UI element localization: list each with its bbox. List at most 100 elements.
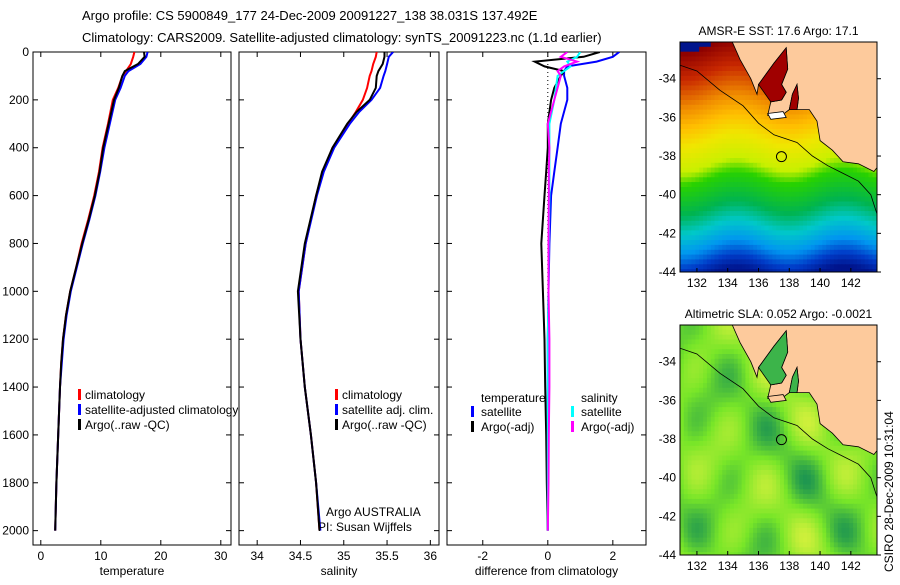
grid-cell <box>845 211 850 216</box>
grid-cell <box>684 475 689 480</box>
grid-cell <box>715 398 720 403</box>
grid-cell <box>715 518 720 523</box>
legend-label: satellite-adjusted climatology <box>85 403 238 417</box>
grid-cell <box>853 523 858 528</box>
grid-cell <box>803 533 808 538</box>
grid-cell <box>811 163 816 168</box>
grid-cell <box>803 494 808 499</box>
grid-cell <box>772 446 777 451</box>
grid-cell <box>772 206 777 211</box>
grid-cell <box>826 211 831 216</box>
grid-cell <box>795 173 800 178</box>
grid-cell <box>845 465 850 470</box>
grid-cell <box>861 230 866 235</box>
grid-cell <box>684 57 689 62</box>
grid-cell <box>684 451 689 456</box>
grid-cell <box>707 148 712 153</box>
grid-cell <box>834 528 839 533</box>
grid-cell <box>730 47 735 52</box>
grid-cell <box>745 95 750 100</box>
grid-cell <box>819 494 824 499</box>
grid-cell <box>772 513 777 518</box>
grid-cell <box>738 504 743 509</box>
grid-cell <box>780 250 785 255</box>
grid-cell <box>765 119 770 124</box>
grid-cell <box>826 533 831 538</box>
grid-cell <box>730 139 735 144</box>
grid-cell <box>826 240 831 245</box>
grid-cell <box>869 485 874 490</box>
grid-cell <box>738 216 743 221</box>
grid-cell <box>853 182 858 187</box>
grid-cell <box>853 264 858 269</box>
y-tick-label: 1400 <box>2 380 29 394</box>
grid-cell <box>722 197 727 202</box>
grid-cell <box>722 259 727 264</box>
grid-cell <box>845 202 850 207</box>
grid-cell <box>853 465 858 470</box>
grid-cell <box>707 119 712 124</box>
grid-cell <box>811 465 816 470</box>
grid-cell <box>803 226 808 231</box>
grid-cell <box>707 393 712 398</box>
grid-cell <box>772 226 777 231</box>
grid-cell <box>795 485 800 490</box>
grid-cell <box>738 158 743 163</box>
grid-cell <box>722 402 727 407</box>
grid-cell <box>738 168 743 173</box>
grid-cell <box>722 325 727 330</box>
grid-cell <box>845 475 850 480</box>
grid-cell <box>765 402 770 407</box>
grid-cell <box>684 124 689 129</box>
grid-cell <box>826 187 831 192</box>
grid-cell <box>738 475 743 480</box>
grid-cell <box>780 407 785 412</box>
grid-cell <box>730 230 735 235</box>
grid-cell <box>707 245 712 250</box>
grid-cell <box>834 259 839 264</box>
grid-cell <box>738 230 743 235</box>
grid-cell <box>826 523 831 528</box>
grid-cell <box>753 499 758 504</box>
grid-cell <box>745 221 750 226</box>
grid-cell <box>730 383 735 388</box>
grid-cell <box>692 42 697 47</box>
grid-cell <box>795 402 800 407</box>
grid-cell <box>780 465 785 470</box>
grid-cell <box>772 216 777 221</box>
grid-cell <box>834 235 839 240</box>
grid-cell <box>745 86 750 91</box>
grid-cell <box>772 202 777 207</box>
grid-cell <box>707 335 712 340</box>
grid-cell <box>684 422 689 427</box>
grid-cell <box>819 216 824 221</box>
grid-cell <box>699 480 704 485</box>
grid-cell <box>738 436 743 441</box>
grid-cell <box>803 139 808 144</box>
grid-cell <box>845 250 850 255</box>
grid-cell <box>722 235 727 240</box>
grid-cell <box>692 369 697 374</box>
grid-cell <box>722 202 727 207</box>
grid-cell <box>811 431 816 436</box>
grid-cell <box>765 134 770 139</box>
grid-cell <box>834 470 839 475</box>
grid-cell <box>707 235 712 240</box>
grid-cell <box>699 499 704 504</box>
grid-cell <box>753 182 758 187</box>
grid-cell <box>684 518 689 523</box>
grid-cell <box>772 168 777 173</box>
grid-cell <box>861 475 866 480</box>
grid-cell <box>826 226 831 231</box>
grid-cell <box>715 441 720 446</box>
grid-cell <box>803 250 808 255</box>
grid-cell <box>803 192 808 197</box>
grid-cell <box>715 139 720 144</box>
grid-cell <box>788 504 793 509</box>
grid-cell <box>803 235 808 240</box>
grid-cell <box>765 264 770 269</box>
grid-cell <box>811 119 816 124</box>
grid-cell <box>803 173 808 178</box>
grid-cell <box>692 187 697 192</box>
grid-cell <box>684 115 689 120</box>
